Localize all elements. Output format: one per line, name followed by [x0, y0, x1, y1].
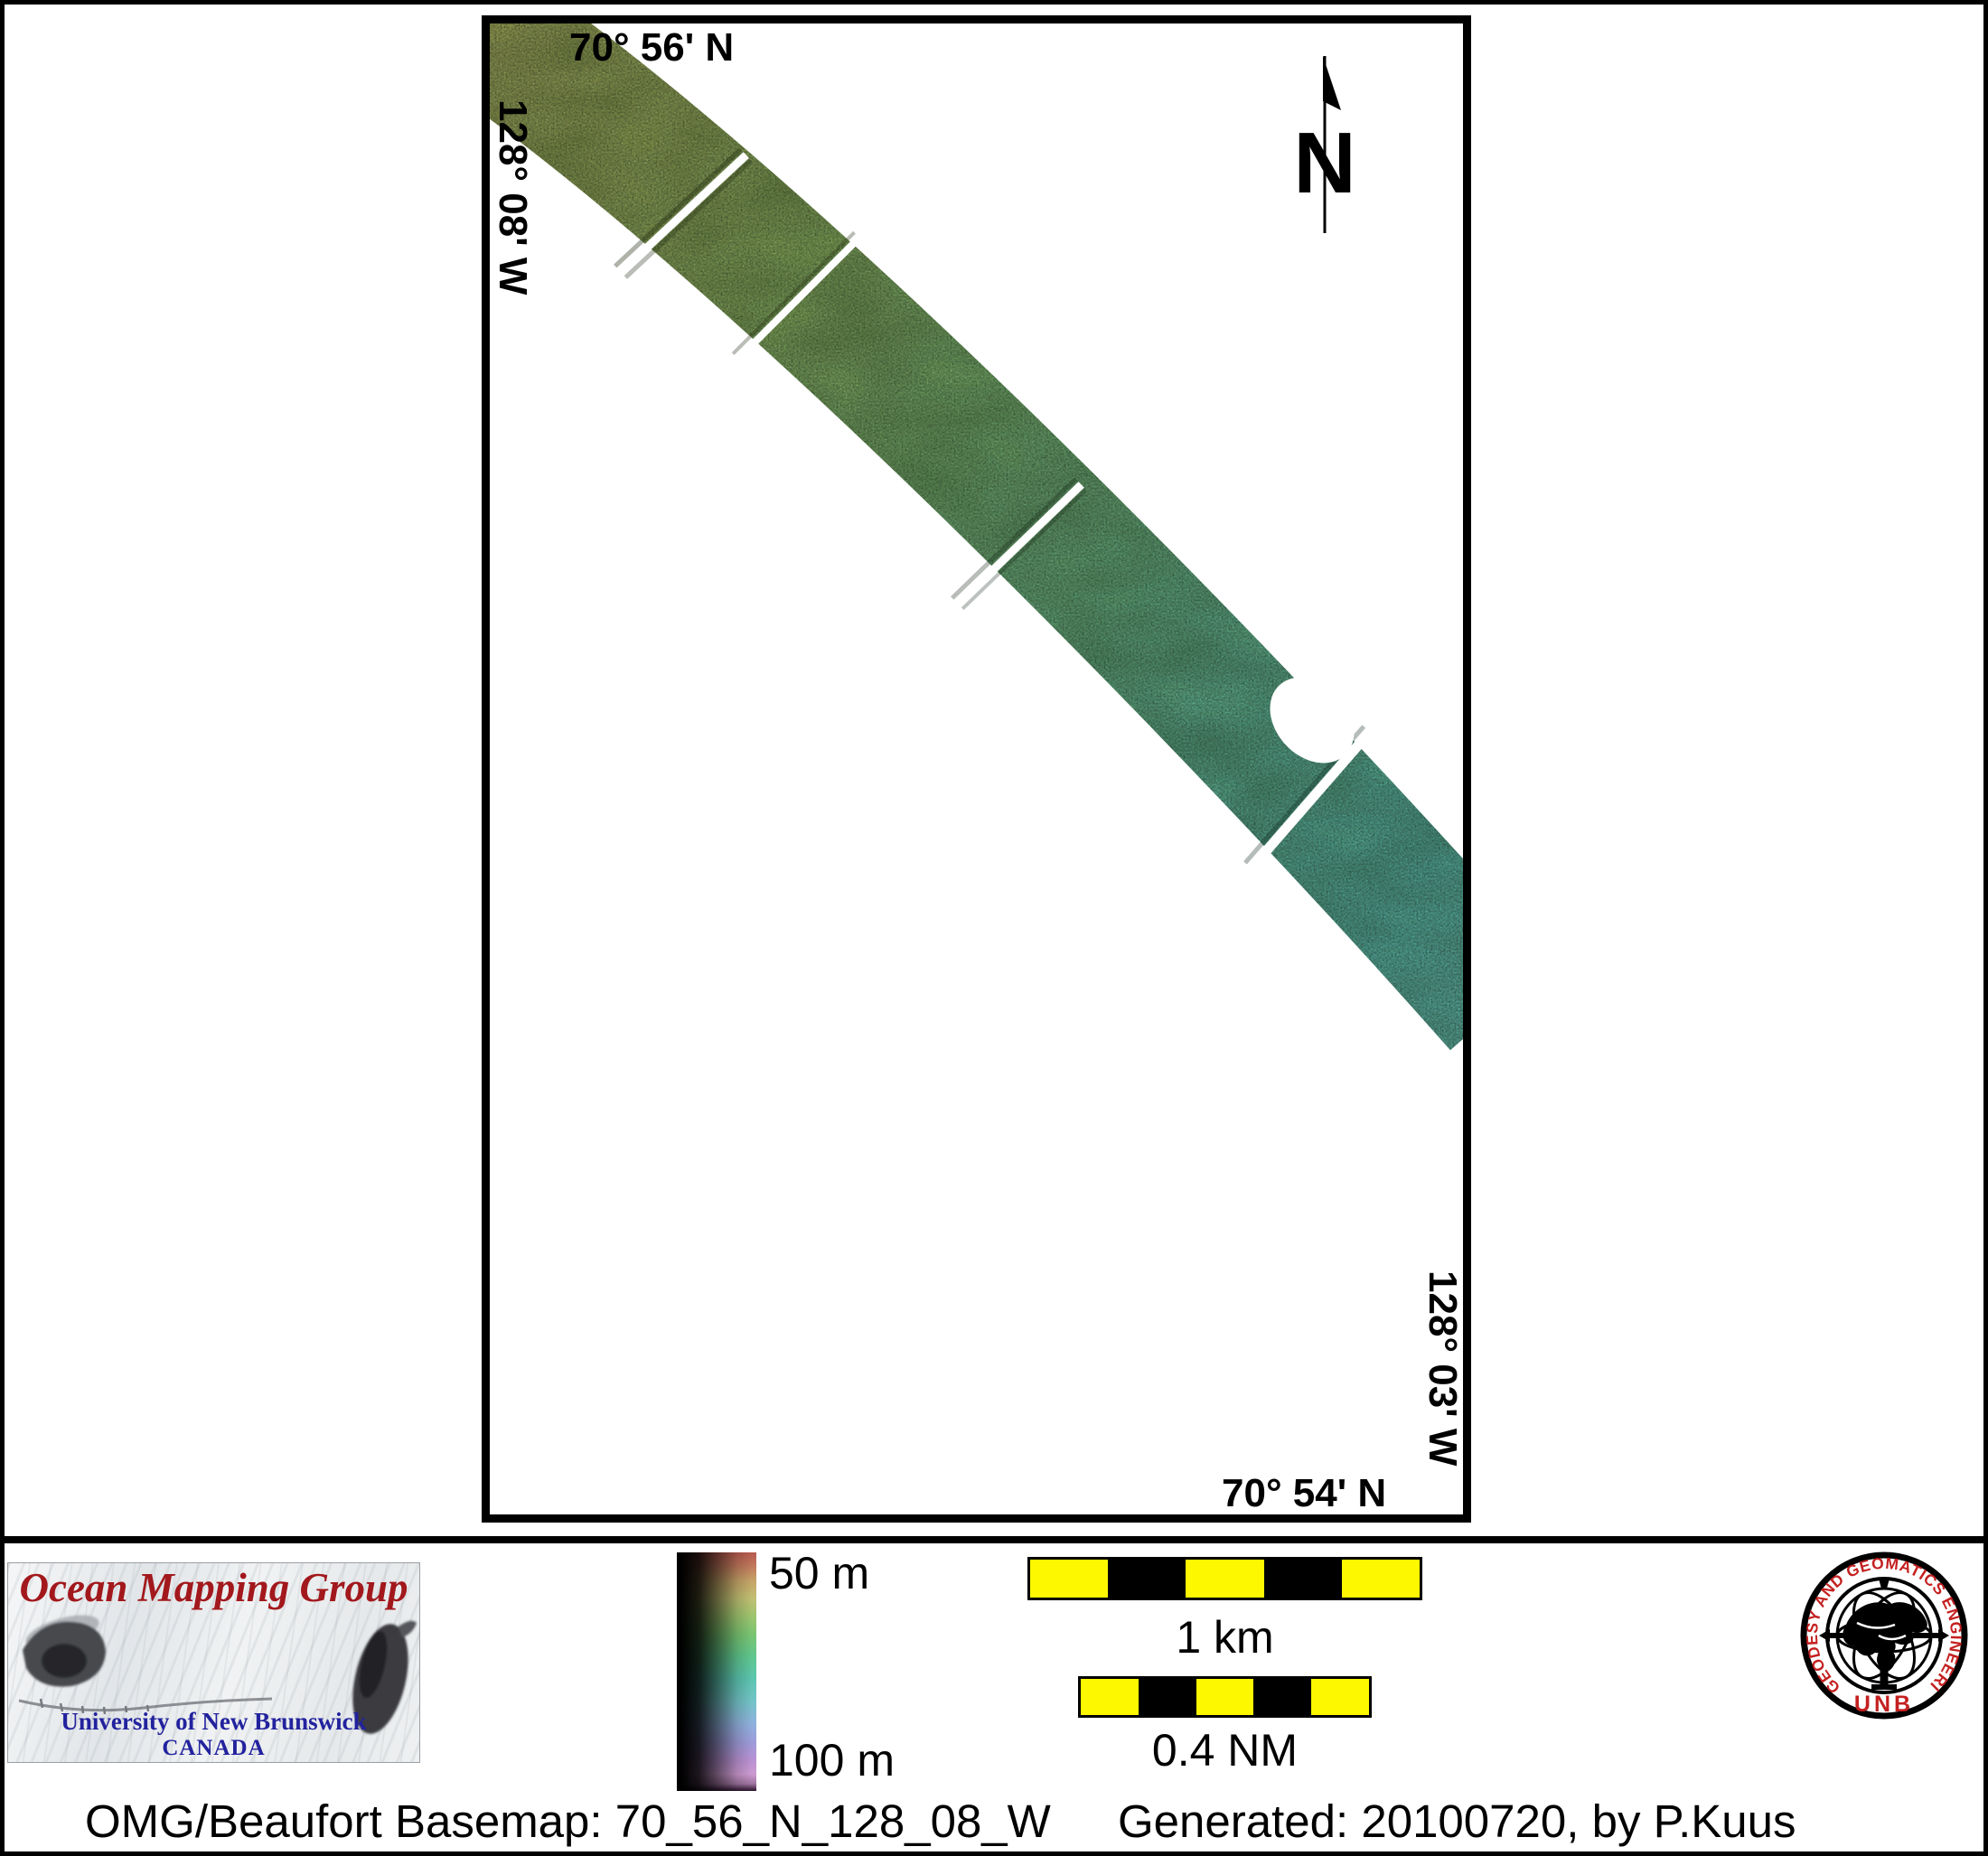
wreck-shadow-right: [352, 1620, 417, 1734]
coordinate-label-top: 70° 56' N: [569, 25, 735, 70]
coordinate-label-bottom: 70° 54' N: [1222, 1471, 1387, 1515]
seal-outer-ring: [1800, 1551, 1968, 1720]
scale-bar-km: [1027, 1557, 1422, 1600]
basemap-caption: OMG/Beaufort Basemap: 70_56_N_128_08_W: [85, 1795, 1051, 1847]
omg-logo-institution: University of New Brunswick: [61, 1708, 367, 1735]
wreck-shadow-left: [23, 1615, 106, 1687]
coordinate-label-right: 128° 03' W: [1421, 1270, 1465, 1467]
omg-logo-title: Ocean Mapping Group: [19, 1565, 408, 1610]
omg-logo-country: CANADA: [162, 1736, 266, 1760]
depth-scale-max-label: 100 m: [769, 1735, 895, 1786]
depth-color-scale: [677, 1552, 756, 1791]
scale-bar-nm: [1078, 1676, 1372, 1718]
map-frame: [482, 15, 1471, 1523]
shipwreck-sonar-art: [18, 1615, 417, 1734]
seal-acronym: UNB: [1854, 1692, 1914, 1717]
scale-bar-km-label: 1 km: [1176, 1612, 1274, 1663]
coordinate-label-left: 128° 08' W: [491, 99, 535, 295]
armillary-globe-icon: [1819, 1579, 1949, 1690]
omg-logo: Ocean Mapping Group University of New Br…: [7, 1562, 420, 1763]
unb-seal: GEODESY AND GEOMATICS ENGINEERING UNB: [1800, 1551, 1968, 1720]
generated-caption: Generated: 20100720, by P.Kuus: [1118, 1795, 1796, 1847]
seabed-line: [18, 1697, 273, 1715]
panel-divider: [0, 1536, 1988, 1543]
scale-bar-nm-label: 0.4 NM: [1151, 1725, 1299, 1776]
depth-scale-min-label: 50 m: [769, 1548, 870, 1598]
